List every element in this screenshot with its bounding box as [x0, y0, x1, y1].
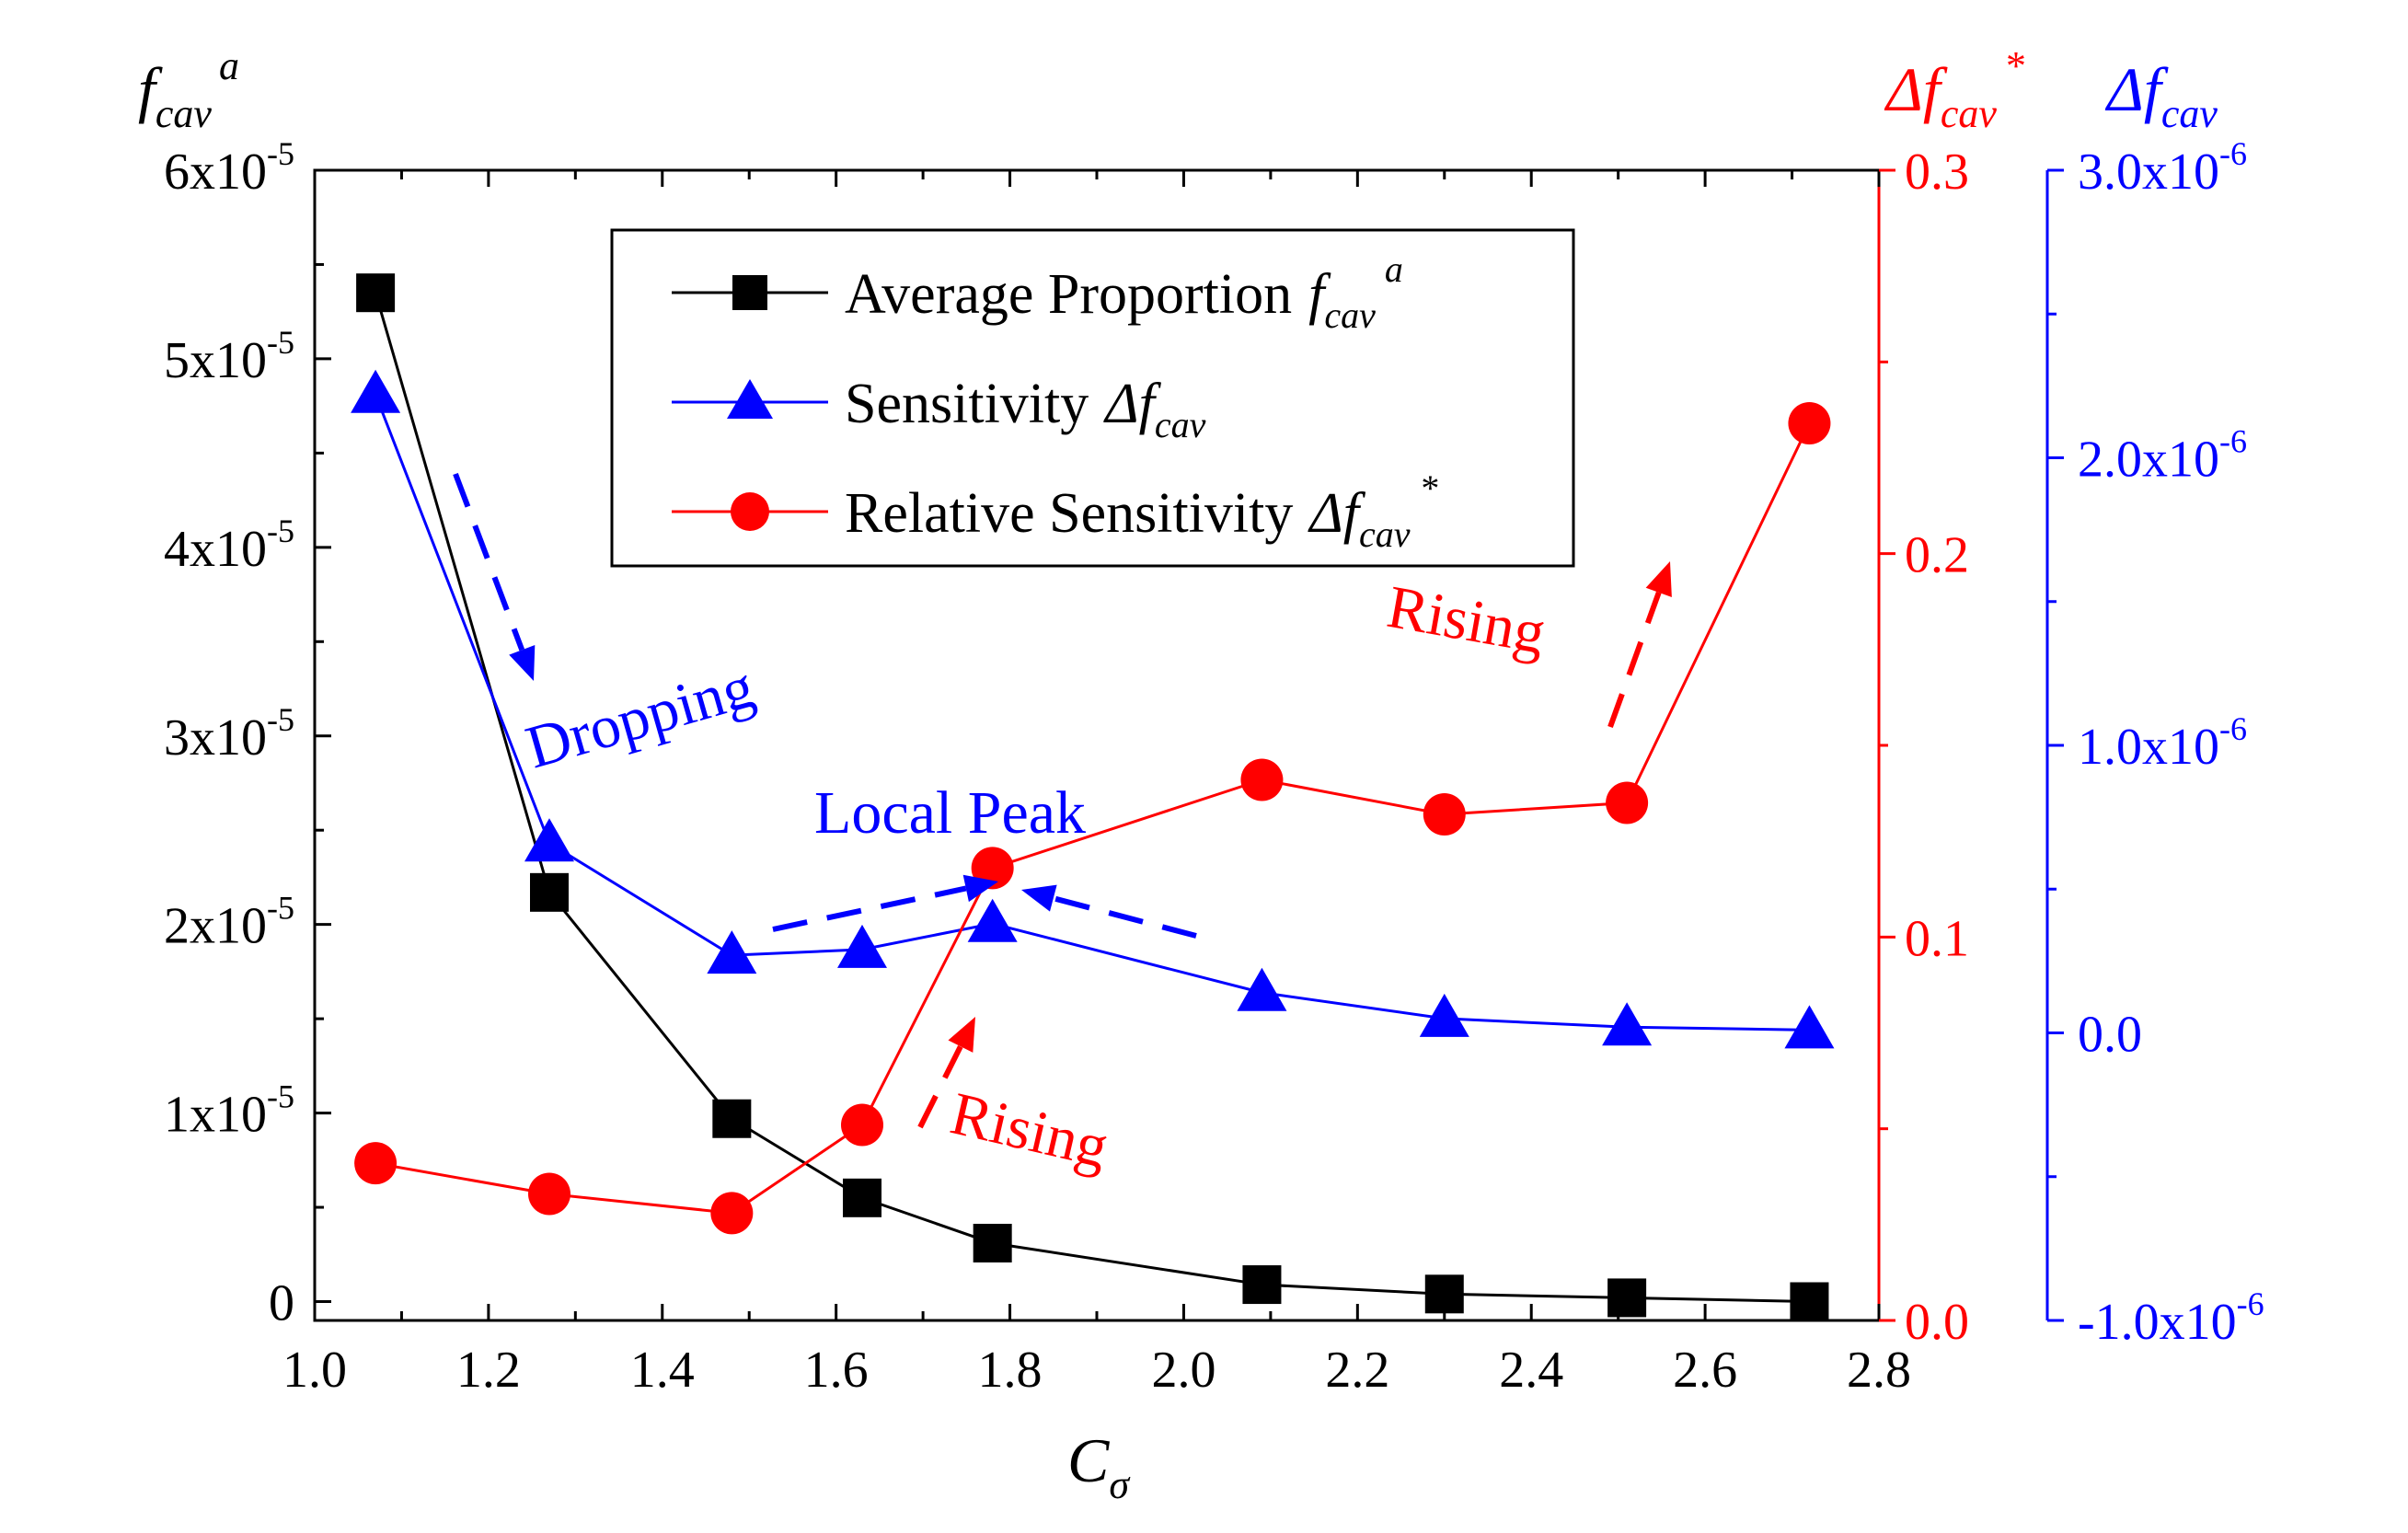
- data-point-square: [843, 1178, 881, 1217]
- legend-label-sensitivity: Sensitivity Δfcav: [845, 373, 1206, 445]
- x-tick-label: 1.2: [456, 1342, 521, 1399]
- annotation-dropping: Dropping: [519, 653, 761, 782]
- legend-square-marker: [732, 275, 767, 310]
- right1-tick-label: 0.3: [1905, 144, 1969, 201]
- data-point-triangle: [967, 898, 1018, 942]
- x-axis-title: Cσ: [1067, 1425, 1131, 1507]
- right-axis-2-title: Δfcav: [2104, 54, 2218, 136]
- x-tick-label: 1.4: [630, 1342, 695, 1399]
- left-tick-label: 6x10-5: [164, 135, 294, 201]
- data-point-triangle: [1784, 1005, 1835, 1049]
- left-tick-label: 0: [269, 1275, 294, 1332]
- annotation-rising-upper: Rising: [1382, 573, 1550, 667]
- data-point-triangle: [1237, 967, 1287, 1011]
- annotation-rising-lower: Rising: [945, 1079, 1114, 1181]
- data-point-square: [1242, 1265, 1282, 1305]
- arrow-rising-lower-head: [948, 1017, 975, 1053]
- data-point-circle: [354, 1142, 397, 1185]
- data-point-circle: [528, 1172, 570, 1216]
- left-tick-label: 1x10-5: [164, 1078, 294, 1144]
- data-point-circle: [710, 1192, 754, 1235]
- right1-tick-label: 0.0: [1905, 1294, 1969, 1351]
- x-tick-label: 1.8: [978, 1342, 1043, 1399]
- data-point-triangle: [1602, 1002, 1653, 1046]
- legend: Average Proportion fcava Sensitivity Δfcav…: [610, 228, 1575, 568]
- x-tick-label: 2.4: [1499, 1342, 1563, 1399]
- arrow-rising-upper-head: [1645, 561, 1672, 597]
- left-tick-label: 4x10-5: [164, 513, 294, 578]
- axes-group: 1.0 1.2 1.4 1.6 1.8 2.0 2.2 2.4 2.6 2.8 6x10-5 5x10…: [164, 135, 2264, 1399]
- right2-tick-label: 3.0x10-6: [2078, 135, 2247, 201]
- arrow-rising-upper-shaft: [1607, 591, 1662, 729]
- left-tick-label: 5x10-5: [164, 324, 294, 389]
- arrow-dropping-shaft: [453, 472, 525, 651]
- data-point-square: [1790, 1282, 1829, 1321]
- arrow-dropping-head: [509, 645, 536, 681]
- series-group: [351, 273, 1835, 1321]
- left-tick-label: 2x10-5: [164, 890, 294, 955]
- arrow-local-peak-right-shaft: [1053, 895, 1197, 939]
- x-tick-label: 2.6: [1673, 1342, 1737, 1399]
- legend-item-sensitivity: Sensitivity Δfcav: [672, 373, 1206, 445]
- data-point-triangle: [707, 930, 757, 974]
- legend-item-average-proportion: Average Proportion fcava: [672, 248, 1403, 336]
- right2-tick-label: 1.0x10-6: [2078, 710, 2247, 776]
- x-tick-label: 2.0: [1151, 1342, 1216, 1399]
- data-point-square: [356, 273, 396, 313]
- x-tick-label: 2.2: [1325, 1342, 1389, 1399]
- annotation-local-peak: Local Peak: [814, 779, 1086, 847]
- legend-box: [610, 228, 1575, 568]
- right1-tick-label: 0.1: [1905, 910, 1969, 967]
- right1-tick-label: 0.2: [1905, 527, 1969, 584]
- right-axis-1-title: Δfcav*: [1884, 43, 2024, 136]
- legend-item-relative-sensitivity: Relative Sensitivity Δfcav*: [672, 467, 1437, 555]
- legend-label-average-proportion: Average Proportion fcava: [845, 248, 1403, 336]
- arrow-local-peak-left-head: [962, 874, 998, 903]
- x-tick-label: 2.8: [1847, 1342, 1911, 1399]
- data-point-circle: [841, 1103, 883, 1147]
- data-point-square: [973, 1223, 1012, 1262]
- data-point-triangle: [837, 924, 887, 968]
- x-tick-label: 1.6: [804, 1342, 869, 1399]
- right2-tick-label: 0.0: [2078, 1007, 2142, 1064]
- arrow-local-peak-right-head: [1021, 884, 1057, 912]
- arrow-rising-lower-shaft: [917, 1044, 963, 1129]
- data-point-triangle: [1419, 993, 1469, 1037]
- x-tick-label: 1.0: [282, 1342, 347, 1399]
- annotation-arrows: [453, 472, 1672, 1129]
- data-point-circle: [1423, 793, 1466, 836]
- legend-triangle-marker: [727, 379, 773, 419]
- legend-circle-marker: [731, 492, 769, 531]
- data-point-square: [712, 1099, 752, 1138]
- left-tick-label: 3x10-5: [164, 701, 294, 766]
- data-point-triangle: [524, 818, 574, 862]
- data-point-square: [530, 872, 569, 912]
- data-point-square: [1607, 1278, 1647, 1318]
- data-point-triangle: [351, 369, 401, 413]
- right2-tick-label: 2.0x10-6: [2078, 423, 2247, 489]
- left-axis-title: fcava: [138, 43, 239, 136]
- data-point-square: [1424, 1274, 1464, 1314]
- legend-label-relative-sensitivity: Relative Sensitivity Δfcav*: [845, 467, 1437, 555]
- data-point-circle: [1240, 758, 1284, 801]
- arrow-local-peak-left-shaft: [772, 885, 967, 932]
- right2-tick-label: -1.0x10-6: [2078, 1285, 2264, 1351]
- data-point-circle: [1606, 781, 1649, 824]
- data-point-circle: [1788, 402, 1831, 444]
